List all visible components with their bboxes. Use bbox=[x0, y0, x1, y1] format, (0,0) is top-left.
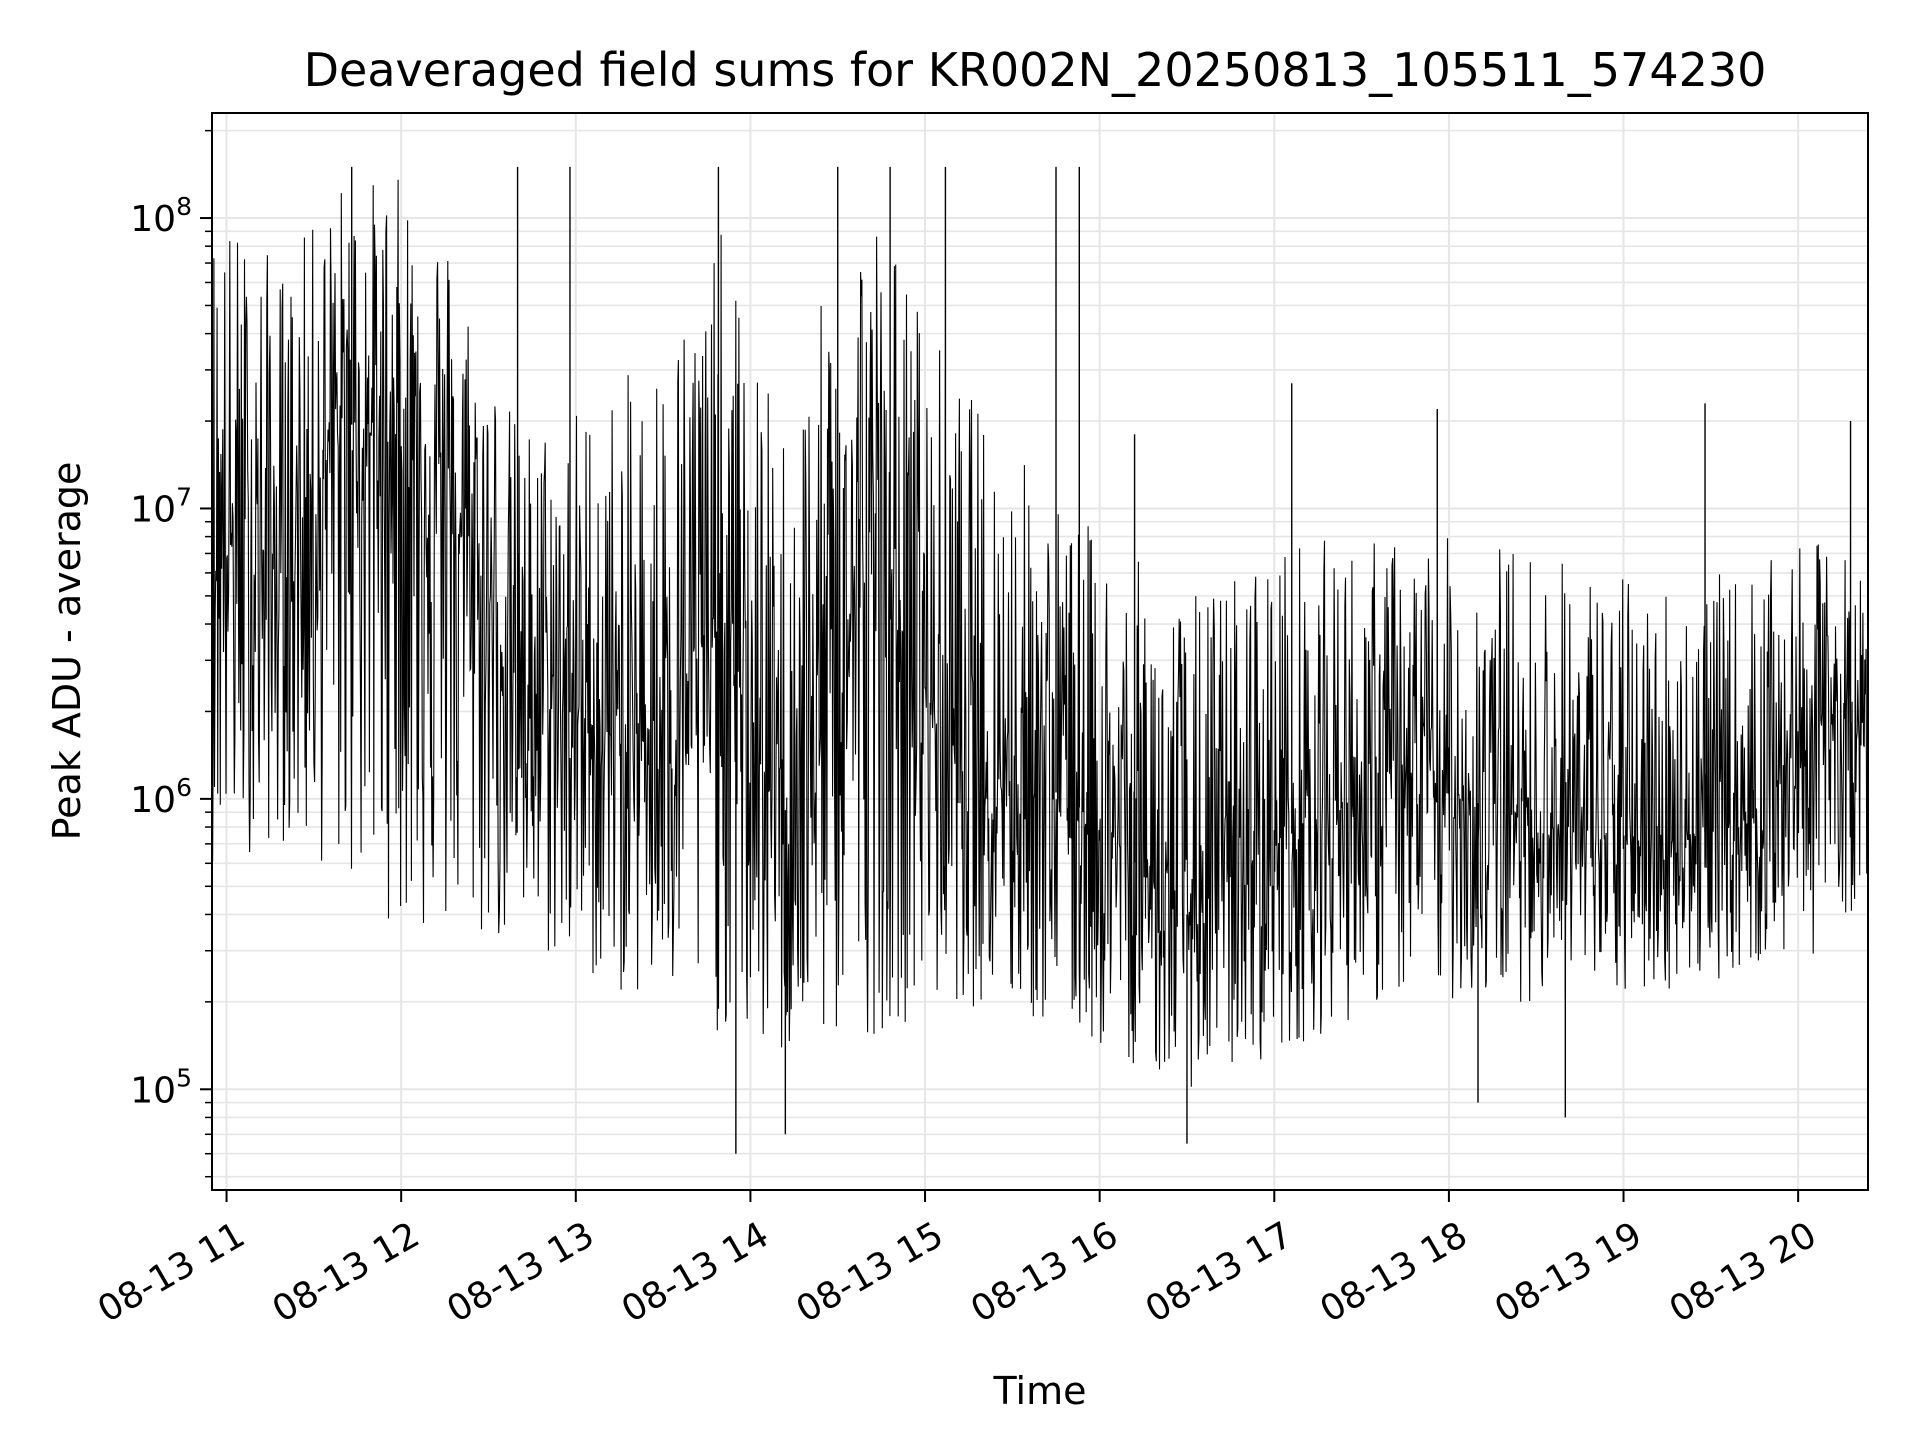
plot-frame bbox=[211, 112, 1869, 1191]
x-axis-label: Time bbox=[993, 1369, 1087, 1413]
y-tick-label: 107 bbox=[130, 482, 192, 530]
y-tick-label: 106 bbox=[130, 773, 192, 821]
y-tick-label: 108 bbox=[130, 192, 192, 240]
series-path bbox=[211, 179, 1869, 1087]
chart-title: Deaveraged field sums for KR002N_2025081… bbox=[304, 43, 1767, 97]
series-line bbox=[211, 166, 1869, 1154]
y-tick-label: 105 bbox=[130, 1063, 192, 1111]
y-axis: 105 106 107 108 bbox=[130, 129, 212, 1178]
y-axis-label: Peak ADU - average bbox=[45, 462, 89, 841]
